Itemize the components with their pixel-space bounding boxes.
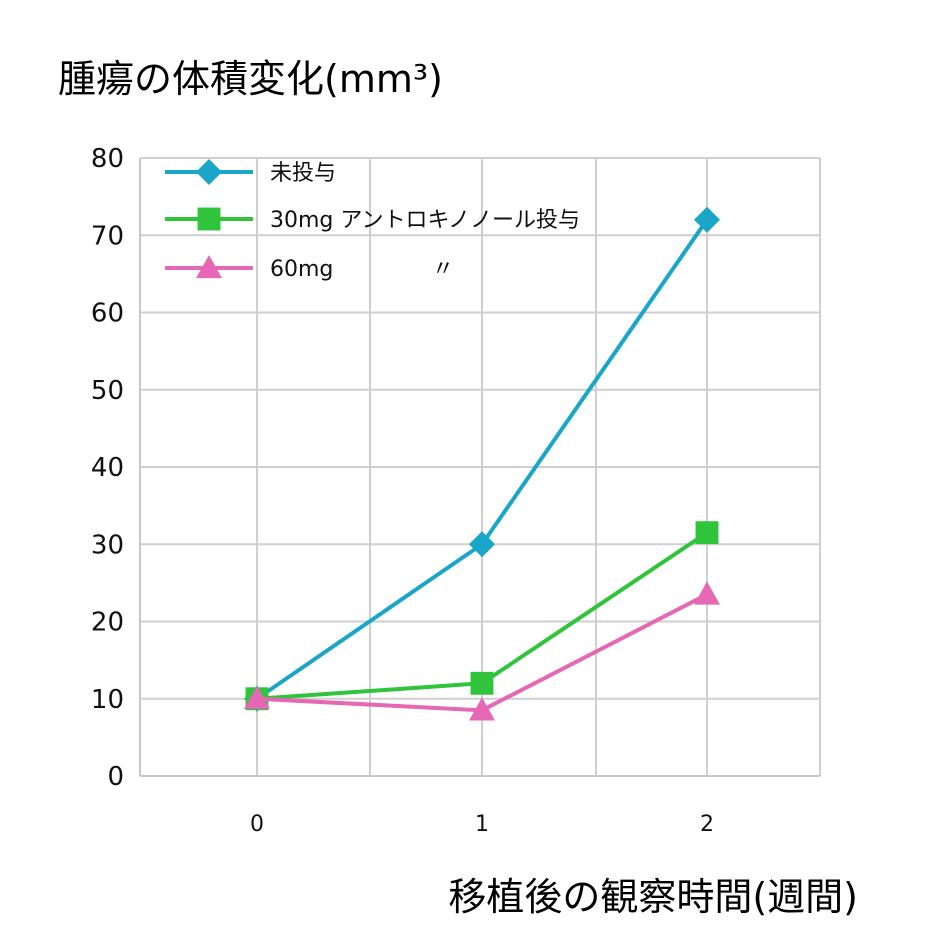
plot-area: 0 10 20 30 40 50 60 70 80 0 1 2 未投与 30mg アントロキノノール投与… — [91, 144, 821, 837]
series-1-point-2 — [695, 521, 719, 545]
series-2-point-0 — [244, 685, 270, 709]
x-tick-label: 2 — [700, 812, 714, 837]
y-tick-label: 30 — [91, 530, 124, 560]
legend-label-1: 30mg アントロキノノール投与 — [270, 208, 580, 233]
legend-marker-0 — [196, 159, 222, 185]
y-tick-label: 10 — [91, 685, 124, 715]
x-tick-label: 0 — [250, 812, 264, 837]
y-tick-label: 80 — [91, 144, 124, 174]
series-1-point-1 — [470, 671, 494, 695]
legend-marker-1 — [197, 207, 221, 231]
y-tick-label: 60 — [91, 299, 124, 329]
legend-label-2: 60mg — [270, 257, 333, 282]
y-tick-label: 40 — [91, 453, 124, 483]
tick-labels: 0 10 20 30 40 50 60 70 80 0 1 2 — [91, 144, 714, 837]
y-tick-label: 70 — [91, 221, 124, 251]
y-tick-label: 50 — [91, 376, 124, 406]
series-layer — [244, 206, 720, 721]
legend-suffix-2: 〃 — [432, 257, 454, 282]
y-axis-title: 腫瘍の体積変化(mm³) — [58, 57, 443, 101]
axes — [139, 158, 820, 777]
x-axis-title: 移植後の観察時間(週間) — [448, 875, 858, 919]
legend-marker-2 — [196, 255, 222, 279]
legend: 未投与 30mg アントロキノノール投与 60mg 〃 — [165, 159, 580, 282]
y-tick-label: 0 — [107, 762, 124, 792]
series-2-point-1 — [469, 697, 495, 721]
legend-label-0: 未投与 — [270, 161, 336, 186]
y-tick-label: 20 — [91, 608, 124, 638]
x-tick-label: 1 — [475, 812, 489, 837]
series-2-point-2 — [694, 581, 720, 605]
series-0-point-2 — [694, 206, 720, 233]
series-0-point-1 — [469, 531, 495, 558]
